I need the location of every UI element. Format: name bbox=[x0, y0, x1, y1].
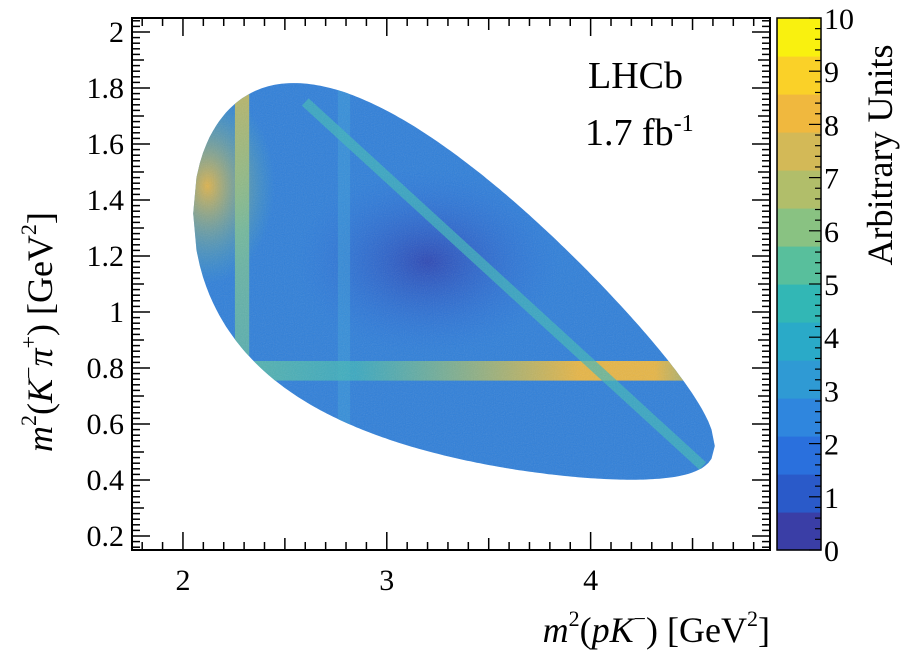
colorbar-swatch bbox=[777, 322, 821, 361]
colorbar-tick-label: 1 bbox=[824, 482, 839, 515]
colorbar-tick-label: 10 bbox=[824, 3, 854, 36]
x-tick-label: 3 bbox=[379, 564, 394, 597]
x-tick-label: 2 bbox=[175, 564, 190, 597]
annotation-experiment: LHCb bbox=[588, 55, 683, 97]
colorbar-swatch bbox=[777, 56, 821, 95]
y-tick-label: 0.6 bbox=[87, 408, 125, 441]
colorbar-swatch bbox=[777, 398, 821, 437]
colorbar-tick-label: 6 bbox=[824, 216, 839, 249]
colorbar-tick-label: 3 bbox=[824, 375, 839, 408]
colorbar-swatch bbox=[777, 94, 821, 133]
y-tick-label: 1.2 bbox=[87, 240, 125, 273]
colorbar-swatch bbox=[777, 474, 821, 513]
y-axis-ticks: 0.2 0.4 0.6 0.8 1 1.2 1.4 1.6 1.8 2 bbox=[87, 16, 770, 553]
colorbar-tick-labels: 0 1 2 3 4 5 6 7 8 9 10 bbox=[809, 3, 854, 568]
colorbar-tick-label: 8 bbox=[824, 109, 839, 142]
y-tick-label: 2 bbox=[109, 16, 124, 49]
y-tick-label: 1.6 bbox=[87, 128, 125, 161]
y-tick-label: 1.4 bbox=[87, 184, 125, 217]
colorbar-tick-label: 5 bbox=[824, 269, 839, 302]
y-tick-label: 1.8 bbox=[87, 72, 125, 105]
colorbar-swatch bbox=[777, 246, 821, 285]
x-axis-title: m2(pK−) [GeV2] bbox=[543, 606, 770, 650]
colorbar-tick-label: 2 bbox=[824, 429, 839, 462]
colorbar-swatch bbox=[777, 436, 821, 475]
colorbar-swatch bbox=[777, 170, 821, 209]
colorbar-swatch bbox=[777, 18, 821, 57]
y-tick-label: 0.2 bbox=[87, 520, 125, 553]
x-tick-label: 4 bbox=[583, 564, 598, 597]
annotation-luminosity: 1.7 fb-1 bbox=[585, 111, 694, 154]
colorbar-tick-label: 7 bbox=[824, 163, 839, 196]
colorbar-swatch bbox=[777, 208, 821, 247]
colorbar-swatch bbox=[777, 360, 821, 399]
y-tick-label: 0.8 bbox=[87, 352, 125, 385]
colorbar-swatch bbox=[777, 512, 821, 551]
y-axis-title: m2(K−π+) [GeV2] bbox=[16, 212, 60, 452]
annotation-luminosity-exponent: -1 bbox=[674, 111, 694, 137]
y-tick-label: 0.4 bbox=[87, 464, 125, 497]
colorbar-swatch bbox=[777, 132, 821, 171]
x-axis-ticks: 2 3 4 bbox=[141, 18, 755, 597]
colorbar-swatch bbox=[777, 284, 821, 323]
colorbar-tick-label: 4 bbox=[824, 322, 839, 355]
y-tick-label: 1 bbox=[109, 296, 124, 329]
colorbar-tick-label: 0 bbox=[824, 535, 839, 568]
colorbar bbox=[777, 18, 821, 551]
colorbar-label: Arbitrary Units bbox=[860, 45, 900, 266]
colorbar-tick-label: 9 bbox=[824, 56, 839, 89]
